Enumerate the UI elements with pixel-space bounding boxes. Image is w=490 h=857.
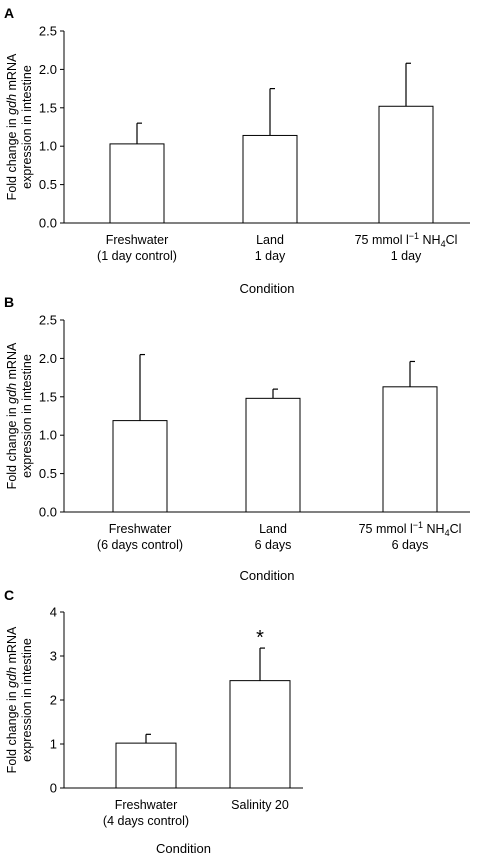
y-axis-label-line: expression in intestine: [20, 354, 34, 478]
y-axis-label-gene: gdh: [5, 383, 19, 404]
y-tick-label: 2: [50, 693, 57, 708]
x-tick-label-line: NH: [423, 522, 445, 536]
chart-panel-c: C 0 1 2 3 4 Fold change in gdh mRNAexpression …: [4, 587, 303, 856]
x-tick-label-subscript: 4: [441, 239, 446, 249]
x-axis-label: Condition: [240, 568, 295, 583]
y-axis-label-line: Fold change in: [5, 688, 19, 773]
y-tick-label: 3: [50, 649, 57, 664]
x-tick-label-subscript: 4: [445, 528, 450, 538]
chart-panel-b: B 0.0 0.5 1.0 1.5 2.0 2.5 Fold change in gdh mR…: [4, 294, 470, 583]
y-tick-label: 4: [50, 605, 57, 620]
y-axis-label: Fold change in gdh mRNAexpression in int…: [5, 626, 34, 773]
y-axis-label-line: mRNA: [5, 53, 19, 94]
bar: [382, 386, 438, 513]
y-tick-label: 1.0: [39, 428, 57, 443]
x-tick-label-line: Cl: [450, 522, 462, 536]
x-tick-label-superscript: −1: [409, 231, 419, 241]
x-tick-label-line: (4 days control): [103, 814, 189, 828]
y-axis-label-line: mRNA: [5, 626, 19, 667]
x-tick-label-line: Freshwater: [106, 233, 169, 247]
x-tick-label-line: (1 day control): [97, 249, 177, 263]
x-tick-label-line: Land: [259, 522, 287, 536]
x-tick-label: 75 mmol l−1 NH4Cl 1 day: [355, 231, 458, 263]
x-tick-label: 75 mmol l−1 NH4Cl 6 days: [359, 520, 462, 552]
x-tick-label: Freshwater (1 day control): [97, 233, 177, 263]
y-tick-label: 1.5: [39, 389, 57, 404]
x-tick-label: Land 6 days: [255, 522, 292, 552]
x-tick-label-line: 1 day: [391, 249, 422, 263]
x-axis-label: Condition: [240, 281, 295, 296]
x-tick-label-superscript: −1: [413, 520, 423, 530]
x-tick-label: Freshwater (6 days control): [97, 522, 183, 552]
x-tick-label-line: (6 days control): [97, 538, 183, 552]
significance-marker: *: [256, 627, 264, 649]
y-tick-label: 2.0: [39, 351, 57, 366]
x-tick-label: Freshwater (4 days control): [103, 798, 189, 828]
x-tick-label-line: Salinity 20: [231, 798, 289, 812]
y-axis-label: Fold change in gdh mRNAexpression in int…: [5, 53, 34, 200]
y-tick-label: 1.5: [39, 100, 57, 115]
x-tick-label-line: Freshwater: [115, 798, 178, 812]
y-tick-label: 2.5: [39, 24, 57, 39]
bar: [378, 105, 434, 224]
panel-letter: C: [4, 587, 14, 603]
x-tick-label-line: Land: [256, 233, 284, 247]
x-tick-label-line: NH: [419, 233, 441, 247]
x-tick-label-line: Cl: [446, 233, 458, 247]
y-tick-label: 0.0: [39, 216, 57, 231]
y-axis-label-line: Fold change in: [5, 115, 19, 200]
y-axis-label-gene: gdh: [5, 667, 19, 688]
y-axis-label-line: expression in intestine: [20, 638, 34, 762]
panel-letter: B: [4, 294, 14, 310]
bar: [242, 134, 298, 224]
y-axis-label-line: expression in intestine: [20, 65, 34, 189]
y-tick-label: 0.0: [39, 505, 57, 520]
y-axis-label: Fold change in gdh mRNAexpression in int…: [5, 342, 34, 489]
chart-panel-a: A 0.0 0.5 1.0 1.5 2.0 2.5 Fold change in gdh mR…: [4, 5, 470, 296]
bar: [229, 680, 291, 789]
bar: [112, 420, 168, 513]
y-axis-label-gene: gdh: [5, 94, 19, 115]
y-tick-label: 1.0: [39, 139, 57, 154]
x-axis-label: Condition: [156, 841, 211, 856]
y-tick-label: 1: [50, 737, 57, 752]
x-tick-label-line: 6 days: [392, 538, 429, 552]
y-tick-label: 0.5: [39, 177, 57, 192]
y-tick-label: 2.5: [39, 313, 57, 328]
y-tick-label: 0.5: [39, 466, 57, 481]
bar: [245, 397, 301, 513]
y-tick-label: 2.0: [39, 62, 57, 77]
x-tick-label-line: 75 mmol l: [355, 233, 409, 247]
x-tick-label: Land 1 day: [255, 233, 286, 263]
x-tick-label-line: 75 mmol l: [359, 522, 413, 536]
x-tick-label-line: 1 day: [255, 249, 286, 263]
bar: [115, 742, 177, 789]
y-axis-label-line: mRNA: [5, 342, 19, 383]
y-axis-label-line: Fold change in: [5, 404, 19, 489]
panel-letter: A: [4, 5, 14, 21]
x-tick-label: Salinity 20: [231, 798, 289, 812]
x-tick-label-line: 6 days: [255, 538, 292, 552]
y-tick-label: 0: [50, 781, 57, 796]
x-tick-label-line: Freshwater: [109, 522, 172, 536]
bar: [109, 143, 165, 224]
